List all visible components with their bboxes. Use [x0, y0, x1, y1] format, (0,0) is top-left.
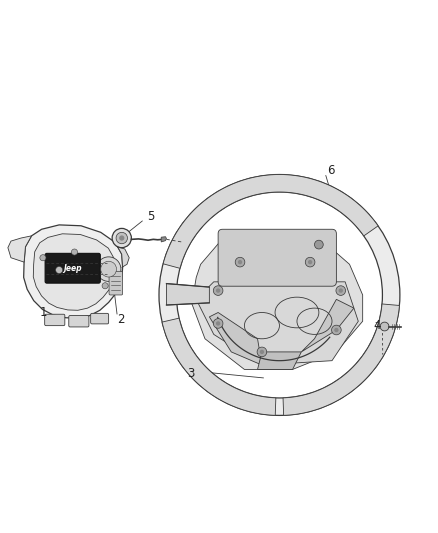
Polygon shape: [166, 284, 209, 305]
Polygon shape: [24, 225, 123, 318]
Circle shape: [119, 236, 124, 241]
Circle shape: [257, 347, 267, 357]
Polygon shape: [33, 234, 114, 310]
Text: 5: 5: [148, 209, 155, 223]
Circle shape: [96, 257, 121, 281]
Circle shape: [213, 286, 223, 295]
Polygon shape: [115, 243, 129, 268]
Circle shape: [71, 249, 78, 255]
Polygon shape: [192, 233, 363, 369]
Circle shape: [40, 255, 46, 261]
Circle shape: [339, 288, 343, 293]
FancyBboxPatch shape: [45, 253, 100, 283]
Circle shape: [380, 322, 389, 331]
FancyBboxPatch shape: [69, 316, 89, 327]
Circle shape: [336, 286, 346, 295]
Text: 4: 4: [373, 319, 381, 332]
Circle shape: [260, 350, 264, 354]
Circle shape: [332, 325, 341, 335]
Circle shape: [238, 260, 242, 264]
Polygon shape: [196, 282, 358, 365]
FancyBboxPatch shape: [109, 271, 123, 295]
Text: Jeep: Jeep: [64, 264, 82, 273]
Circle shape: [102, 282, 108, 289]
Circle shape: [216, 321, 220, 326]
FancyBboxPatch shape: [91, 313, 109, 324]
Text: 6: 6: [327, 164, 335, 176]
Circle shape: [213, 319, 223, 328]
Circle shape: [314, 240, 323, 249]
Polygon shape: [162, 318, 276, 415]
FancyBboxPatch shape: [218, 229, 336, 286]
FancyBboxPatch shape: [45, 314, 65, 326]
Circle shape: [56, 266, 63, 273]
Circle shape: [101, 261, 117, 277]
Circle shape: [235, 257, 245, 267]
Polygon shape: [301, 300, 354, 352]
Polygon shape: [258, 352, 301, 369]
Wedge shape: [159, 174, 400, 415]
Polygon shape: [161, 237, 166, 242]
Circle shape: [116, 232, 127, 244]
Polygon shape: [163, 174, 378, 268]
Polygon shape: [283, 304, 399, 415]
Text: 2: 2: [117, 312, 124, 326]
Polygon shape: [8, 236, 32, 262]
Text: 1: 1: [40, 306, 48, 319]
Polygon shape: [209, 312, 262, 365]
Circle shape: [305, 257, 315, 267]
Circle shape: [334, 328, 339, 332]
Circle shape: [112, 229, 131, 248]
Text: 3: 3: [187, 367, 194, 381]
Circle shape: [216, 288, 220, 293]
Circle shape: [308, 260, 312, 264]
